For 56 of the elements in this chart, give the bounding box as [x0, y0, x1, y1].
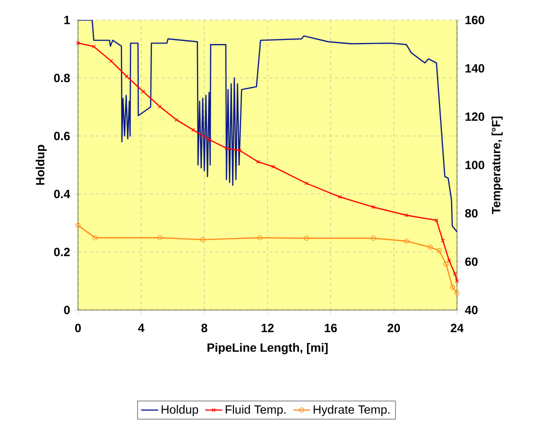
y-tick-label: 0.2 — [54, 248, 70, 256]
point — [200, 237, 206, 242]
point — [447, 258, 452, 262]
point — [256, 160, 260, 164]
x-tick-label: 12 — [262, 324, 274, 332]
point — [304, 181, 308, 186]
point — [174, 118, 178, 122]
point — [440, 238, 445, 242]
x-tick-label: 24 — [450, 324, 464, 332]
point — [158, 104, 162, 108]
point — [109, 59, 114, 63]
point — [124, 74, 129, 78]
x-axis-title: PipeLine Length, [mi] — [208, 343, 328, 354]
y-tick-label: 0.6 — [54, 132, 70, 140]
point — [141, 90, 146, 94]
point — [434, 218, 438, 222]
line-series — [78, 20, 458, 232]
point — [257, 235, 262, 240]
point — [443, 261, 448, 266]
y-tick-label: 1 — [64, 16, 70, 24]
point — [304, 236, 310, 241]
point — [452, 272, 457, 276]
x-tick-label: 0 — [75, 324, 81, 332]
y2-tick-label: 100 — [466, 160, 484, 170]
y2-axis-title: Temperature, [°F] — [492, 116, 503, 214]
point — [238, 148, 242, 152]
y-tick-label: 0.4 — [54, 190, 70, 198]
point — [92, 235, 98, 240]
point — [371, 205, 376, 209]
y-tick-label: 0.8 — [54, 74, 70, 82]
x-tick-label: 8 — [201, 324, 208, 332]
y2-tick-label: 160 — [466, 16, 484, 24]
point — [338, 195, 342, 199]
point — [450, 284, 456, 290]
x-tick-label: 4 — [138, 324, 144, 332]
point — [191, 128, 196, 132]
point — [404, 238, 410, 244]
y2-tick-label: 140 — [466, 64, 484, 73]
y-tick-label: 0 — [64, 306, 70, 314]
point — [157, 235, 162, 240]
point — [436, 248, 442, 254]
y2-tick-label: 60 — [465, 257, 478, 266]
y2-tick-label: 80 — [465, 209, 478, 218]
legend-label: Holdup — [162, 404, 198, 416]
point — [224, 146, 228, 150]
point — [428, 244, 433, 250]
y2-tick-label: 120 — [466, 112, 484, 121]
x-tick-label: 16 — [324, 324, 337, 332]
y-axis-title: Holdup — [36, 144, 47, 185]
point — [370, 236, 376, 241]
x-tick-label: 20 — [388, 324, 400, 332]
legend-label: Hydrate Temp. — [314, 404, 390, 416]
point — [92, 44, 96, 48]
y2-tick-label: 40 — [464, 306, 478, 314]
legend-label: Fluid Temp. — [226, 404, 286, 416]
point — [404, 213, 408, 218]
